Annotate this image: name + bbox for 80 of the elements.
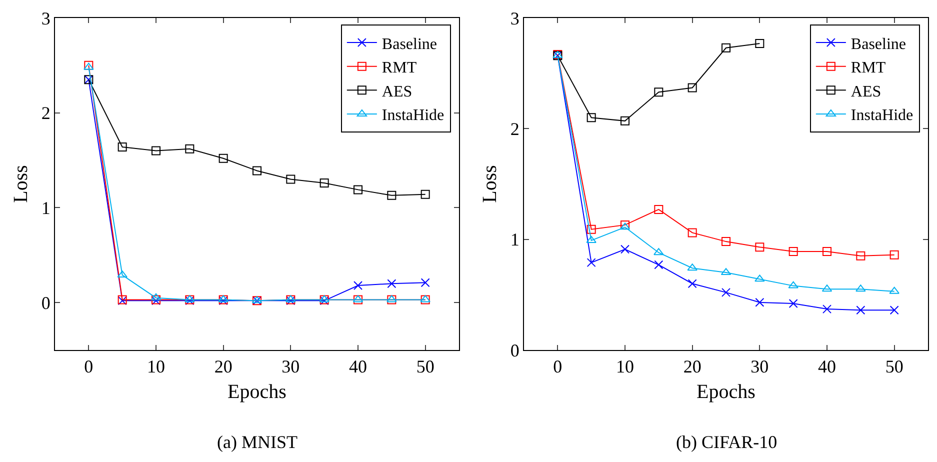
text: (a) MNIST: [217, 432, 298, 452]
point: [654, 88, 664, 97]
text: (b) CIFAR-10: [676, 432, 778, 452]
point: [654, 260, 664, 270]
point: [856, 284, 866, 292]
point: [118, 142, 127, 152]
point: [890, 306, 899, 315]
legend-label: RMT: [850, 60, 886, 77]
y-tick-label: 0: [510, 340, 520, 360]
point: [654, 248, 664, 256]
point: [586, 224, 596, 234]
point: [387, 190, 396, 200]
y-tick-label: 1: [41, 198, 50, 218]
point: [788, 281, 798, 288]
point: [890, 250, 899, 260]
x-tick-label: 10: [616, 356, 634, 377]
legend-label: Baseline: [382, 36, 438, 53]
point: [687, 264, 698, 271]
point: [856, 306, 866, 315]
x-tick-label: 20: [214, 356, 232, 377]
point: [754, 274, 765, 282]
point: [722, 237, 730, 246]
point: [420, 278, 430, 288]
point: [185, 144, 194, 154]
point: [354, 185, 362, 194]
point: [117, 270, 128, 278]
point: [688, 279, 697, 288]
x-tick-label: 0: [553, 356, 562, 377]
point: [688, 83, 697, 92]
point: [252, 166, 262, 176]
x-tick-label: 40: [349, 356, 367, 377]
y-tick-label: 1: [510, 230, 520, 250]
point: [755, 38, 764, 48]
point: [586, 236, 596, 243]
x-tick-label: 30: [750, 356, 769, 377]
point: [688, 228, 697, 238]
y-tick-label: 3: [510, 8, 520, 28]
x-tick-label: 20: [683, 356, 702, 377]
point: [320, 178, 329, 188]
y-tick-label: 0: [41, 292, 50, 313]
x-tick-label: 50: [885, 356, 904, 377]
x-tick-label: 40: [818, 356, 836, 377]
point: [755, 242, 764, 252]
y-tick-label: 3: [41, 8, 50, 28]
point: [889, 286, 900, 294]
y-axis-title: Loss: [10, 164, 32, 203]
point: [620, 116, 630, 126]
point: [788, 247, 798, 256]
y-tick-label: 2: [510, 118, 520, 139]
legend-label: RMT: [382, 60, 417, 77]
point: [856, 251, 866, 260]
point: [755, 298, 764, 307]
x-axis-title: Epochs: [228, 381, 287, 404]
point: [586, 113, 596, 122]
point: [620, 244, 630, 254]
point: [387, 279, 396, 288]
x-tick-label: 50: [416, 356, 434, 377]
x-axis-title: Epochs: [696, 381, 756, 404]
point: [218, 154, 228, 163]
x-tick-label: 10: [147, 356, 165, 377]
point: [822, 247, 832, 256]
y-axis-title: Loss: [478, 164, 501, 203]
point: [788, 299, 798, 308]
legend-label: InstaHide: [850, 107, 914, 124]
point: [286, 174, 296, 184]
point: [722, 288, 730, 297]
x-tick-label: 0: [84, 356, 94, 377]
point: [420, 190, 430, 199]
point: [586, 258, 596, 268]
point: [152, 146, 160, 156]
point: [822, 304, 832, 314]
point: [354, 281, 362, 290]
point: [722, 43, 730, 52]
point: [654, 204, 664, 214]
legend-label: Baseline: [850, 36, 906, 53]
x-tick-label: 30: [282, 356, 300, 377]
y-tick-label: 2: [41, 103, 50, 124]
legend-label: InstaHide: [382, 107, 444, 124]
legend-label: AES: [382, 83, 412, 100]
legend-label: AES: [850, 83, 882, 100]
